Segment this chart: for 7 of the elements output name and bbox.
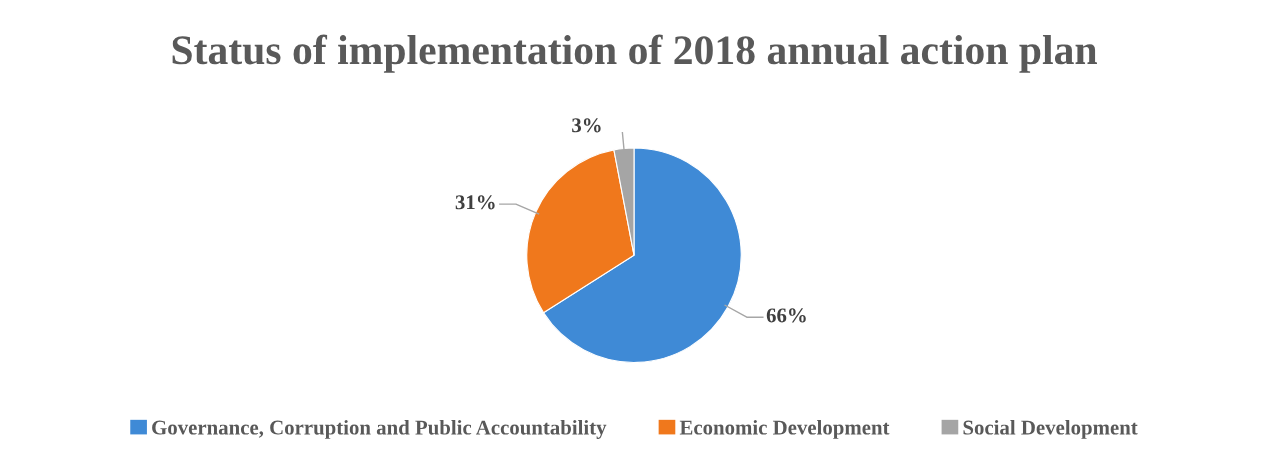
chart-title: Status of implementation of 2018 annual action plan — [172, 34, 1097, 73]
data-label: 66% — [766, 308, 806, 323]
legend-label: Economic Development — [679, 419, 890, 439]
data-label: 31% — [455, 195, 495, 210]
legend-label: Social Development — [963, 419, 1138, 439]
data-label: 3% — [572, 118, 601, 133]
legend-label: Governance, Corruption and Public Accountability — [152, 419, 607, 439]
